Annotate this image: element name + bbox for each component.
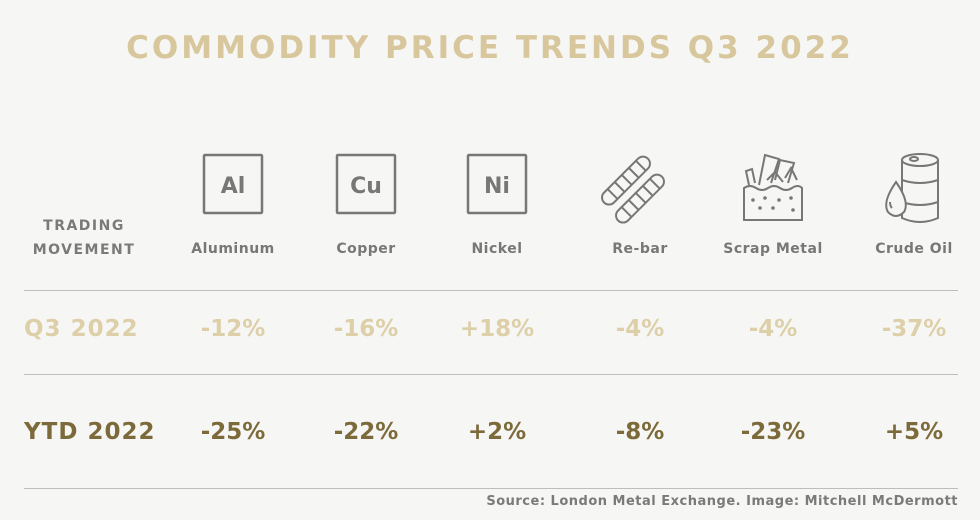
value-ytd-scrap-metal: -23% [740,419,806,445]
value-q3-nickel: +18% [459,316,535,342]
oil-barrel-icon [885,153,939,223]
svg-text:Ni: Ni [484,174,510,199]
value-q3-aluminum: -12% [200,316,266,342]
value-q3-rebar: -4% [615,316,665,342]
column-name-scrap-metal: Scrap Metal [723,241,823,257]
page-title: COMMODITY PRICE TRENDS Q3 2022 [126,30,854,66]
row-header: TRADING MOVEMENT [24,214,144,262]
value-ytd-copper: -22% [333,419,399,445]
value-q3-crude-oil: -37% [881,316,947,342]
nickel-icon: Ni [466,153,528,215]
row-header-line2: MOVEMENT [32,242,136,258]
divider [24,290,958,291]
copper-icon: Cu [335,153,397,215]
column-name-copper: Copper [336,241,396,257]
row-header-line1: TRADING [43,218,125,234]
column-name-rebar: Re-bar [612,241,668,257]
value-ytd-nickel: +2% [467,419,527,445]
value-q3-copper: -16% [333,316,399,342]
value-q3-scrap-metal: -4% [748,316,798,342]
value-ytd-aluminum: -25% [200,419,266,445]
source-credit: Source: London Metal Exchange. Image: Mi… [486,494,958,509]
svg-text:Al: Al [221,174,246,199]
row-label-q3: Q3 2022 [24,316,139,342]
row-label-ytd: YTD 2022 [24,419,156,445]
value-ytd-rebar: -8% [615,419,665,445]
divider [24,488,958,489]
scrap-metal-icon [743,153,803,221]
divider [24,374,958,375]
rebar-icon [601,155,665,224]
column-name-crude-oil: Crude Oil [875,241,953,257]
aluminum-icon: Al [202,153,264,215]
svg-text:Cu: Cu [350,174,382,199]
column-name-nickel: Nickel [471,241,523,257]
column-name-aluminum: Aluminum [191,241,275,257]
value-ytd-crude-oil: +5% [884,419,944,445]
